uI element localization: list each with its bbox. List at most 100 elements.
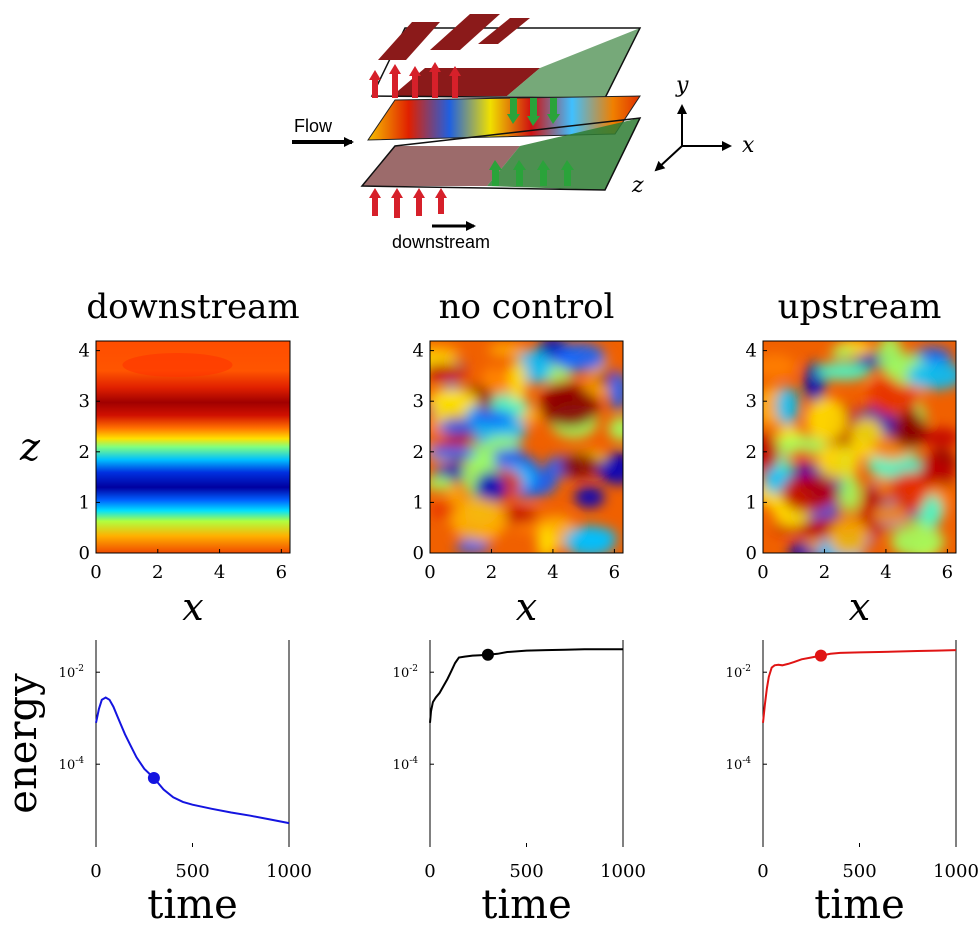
x-tick-label: 0 bbox=[424, 562, 435, 583]
x-tick-label: 4 bbox=[880, 562, 891, 583]
downstream-schematic-label: downstream bbox=[392, 232, 490, 252]
y-tick-label: 2 bbox=[79, 442, 90, 463]
y-tick-label: 10-2 bbox=[726, 664, 751, 681]
axis-label-y: y bbox=[675, 73, 689, 98]
heatmap-blob bbox=[484, 435, 521, 450]
heatmap-frame bbox=[429, 340, 624, 554]
heatmap-blob bbox=[907, 360, 956, 390]
axis-label-z: z bbox=[631, 173, 644, 198]
energy-ylabel: energy bbox=[0, 673, 46, 814]
heatmap-blob bbox=[122, 353, 233, 377]
heatmap-title: no control bbox=[439, 287, 615, 327]
x-tick-label: 2 bbox=[152, 562, 163, 583]
heatmap-blob bbox=[830, 346, 855, 359]
heatmap-blob bbox=[563, 525, 616, 553]
heatmap-blob bbox=[839, 474, 861, 513]
heatmap-blob bbox=[780, 473, 838, 513]
energy-chart-0: 10-2 10-4 0 500 1000 time energy bbox=[0, 640, 312, 928]
x-tick-label: 500 bbox=[509, 861, 543, 882]
heatmap-blob bbox=[919, 494, 943, 528]
y-tick-label: 0 bbox=[79, 543, 90, 564]
heatmap-blob bbox=[866, 452, 923, 478]
y-tick-label: 10-4 bbox=[59, 756, 85, 773]
energy-marker-point bbox=[814, 649, 827, 662]
heatmap-blob bbox=[537, 526, 555, 553]
mid-plane-flowfield bbox=[367, 95, 641, 141]
upper-green-arrows bbox=[507, 98, 560, 126]
heatmap-blob bbox=[891, 412, 927, 450]
y-tick-label: 0 bbox=[746, 543, 757, 564]
energy-marker-point bbox=[147, 772, 160, 784]
y-tick-label: 3 bbox=[79, 391, 90, 412]
heatmap-blob bbox=[763, 432, 780, 474]
heatmap-blob bbox=[455, 540, 491, 553]
heatmap-2: upstream 0 1 2 3 4 0 2 4 6 x bbox=[746, 287, 957, 629]
bottom-wall-upstream bbox=[362, 146, 520, 186]
energy-xlabel: time bbox=[147, 882, 237, 928]
heatmap-blob bbox=[488, 343, 526, 357]
heatmap-ylabel: z bbox=[19, 425, 41, 469]
heatmap-xlabel: x bbox=[182, 585, 203, 629]
y-tick-label: 2 bbox=[413, 442, 424, 463]
x-tick-label: 0 bbox=[90, 861, 101, 882]
x-tick-label: 1000 bbox=[600, 861, 646, 882]
heatmap-blob bbox=[430, 388, 479, 412]
heatmap-blob bbox=[450, 497, 508, 542]
x-tick-label: 4 bbox=[214, 562, 225, 583]
channel-schematic: Flow downstream y x z bbox=[292, 14, 755, 252]
heatmap-blob bbox=[890, 524, 945, 553]
y-tick-label: 3 bbox=[413, 391, 424, 412]
energy-series-line bbox=[429, 648, 623, 723]
heatmap-frame bbox=[95, 340, 291, 554]
heatmap-blob bbox=[871, 504, 909, 525]
top-wall-upstream bbox=[392, 68, 540, 96]
heatmap-blob bbox=[468, 410, 516, 425]
axis-label-x: x bbox=[742, 133, 755, 158]
heatmap-xlabel: x bbox=[849, 585, 870, 629]
x-tick-label: 0 bbox=[424, 861, 435, 882]
heatmap-blob bbox=[799, 518, 835, 541]
energy-chart-2: 10-2 10-4 0 500 1000 time bbox=[726, 640, 979, 928]
heatmap-1: no control 0 1 2 3 4 0 2 4 6 x bbox=[413, 287, 624, 629]
heatmap-blob bbox=[608, 416, 623, 441]
y-tick-label: 10-4 bbox=[393, 756, 419, 773]
heatmap-blob bbox=[463, 443, 496, 466]
heatmap-blob bbox=[828, 516, 869, 553]
bottom-wall-outline bbox=[360, 117, 642, 191]
heatmap-blob bbox=[436, 420, 476, 434]
heatmap-blob bbox=[790, 449, 812, 462]
y-tick-label: 4 bbox=[79, 341, 90, 362]
heatmap-0: downstream 0 1 2 3 4 0 2 4 6 x z bbox=[19, 287, 300, 629]
x-tick-label: 6 bbox=[609, 562, 620, 583]
heatmap-blob bbox=[775, 386, 800, 426]
energy-chart-1: 10-2 10-4 0 500 1000 time bbox=[393, 640, 646, 928]
y-tick-label: 2 bbox=[746, 442, 757, 463]
energy-series-line bbox=[95, 696, 290, 825]
y-tick-label: 10-2 bbox=[393, 664, 418, 681]
heatmap-blob bbox=[474, 471, 506, 506]
x-tick-label: 4 bbox=[547, 562, 558, 583]
lower-red-arrows bbox=[369, 188, 447, 218]
heatmap-blob bbox=[601, 451, 623, 486]
heatmap-blob bbox=[920, 462, 937, 487]
heatmap-blob bbox=[816, 443, 860, 480]
y-tick-label: 4 bbox=[746, 341, 757, 362]
lower-green-arrows bbox=[489, 160, 574, 186]
energy-marker-point bbox=[481, 648, 494, 661]
heatmap-xlabel: x bbox=[516, 585, 537, 629]
heatmap-blob bbox=[553, 343, 606, 373]
x-tick-label: 2 bbox=[486, 562, 497, 583]
y-tick-label: 1 bbox=[79, 492, 90, 513]
heatmap-blob bbox=[430, 364, 467, 381]
x-tick-label: 1000 bbox=[266, 861, 312, 882]
y-tick-label: 1 bbox=[413, 492, 424, 513]
heatmap-blob bbox=[815, 362, 872, 381]
y-tick-label: 3 bbox=[746, 391, 757, 412]
flow-label: Flow bbox=[294, 116, 333, 136]
heatmap-blob bbox=[430, 446, 477, 461]
x-tick-label: 0 bbox=[90, 562, 101, 583]
heatmap-blob bbox=[890, 471, 928, 513]
y-tick-label: 10-2 bbox=[59, 664, 84, 681]
